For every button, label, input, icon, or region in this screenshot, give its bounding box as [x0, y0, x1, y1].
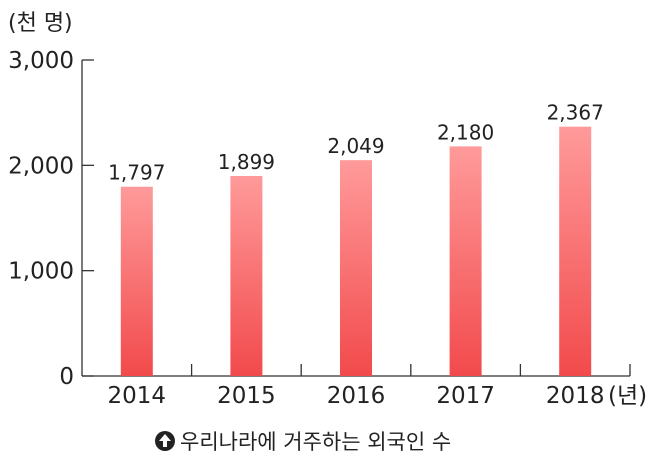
- y-axis-unit-label: (천 명): [8, 11, 73, 36]
- y-axis-ticks: 0 1,000 2,000 3,000: [8, 48, 94, 390]
- x-axis-labels: 2014 2015 2016 2017 2018: [108, 364, 631, 409]
- bar-2017: [449, 146, 482, 376]
- caption-text: 우리나라에 거주하는 외국인 수: [180, 430, 451, 454]
- bar-2015: [230, 175, 263, 376]
- x-tick-label-2016: 2016: [327, 383, 386, 409]
- y-tick-label: 1,000: [8, 259, 74, 285]
- bar-2018: [559, 126, 592, 377]
- bar-2016: [340, 160, 372, 376]
- data-label-2015: 1,899: [218, 150, 275, 174]
- x-axis-unit-label: (년): [608, 383, 647, 409]
- data-label-2017: 2,180: [437, 120, 494, 144]
- bar-2014: [120, 186, 153, 376]
- x-tick-label-2014: 2014: [108, 383, 167, 409]
- y-tick-label: 0: [59, 364, 74, 390]
- y-tick-label: 3,000: [8, 48, 74, 74]
- data-label-2014: 1,797: [108, 161, 165, 185]
- up-arrow-circle-icon: [155, 431, 175, 451]
- y-tick-label: 2,000: [8, 153, 74, 179]
- data-label-2016: 2,049: [327, 134, 384, 158]
- caption: 우리나라에 거주하는 외국인 수: [155, 430, 451, 454]
- data-label-2018: 2,367: [547, 101, 604, 125]
- bar-series: 1,797 1,899 2,049 2,180 2,367: [108, 101, 604, 377]
- x-tick-label-2018: 2018: [546, 383, 605, 409]
- x-tick-label-2015: 2015: [217, 383, 276, 409]
- x-tick-label-2017: 2017: [436, 383, 495, 409]
